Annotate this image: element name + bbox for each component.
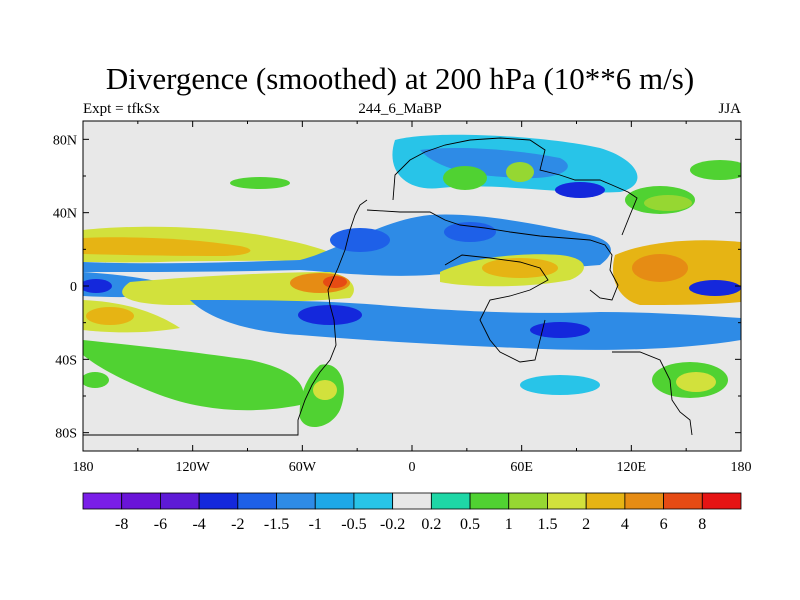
lat-tick-label: 80N xyxy=(53,133,77,148)
colorbar-swatch xyxy=(585,492,626,510)
colorbar-swatch xyxy=(430,492,471,510)
lon-tick-label: 180 xyxy=(731,460,752,475)
field-positive-amazon-core xyxy=(323,276,347,288)
field-positive-central-asia xyxy=(443,166,487,190)
colorbar-label: 0.2 xyxy=(421,516,441,533)
colorbar-swatch xyxy=(121,492,161,510)
colorbar-label: 6 xyxy=(660,516,668,533)
colorbar-label: -2 xyxy=(231,516,244,533)
lon-tick-label: 120W xyxy=(176,460,211,475)
colorbar-swatch xyxy=(663,492,703,510)
season-label: JJA xyxy=(718,101,741,117)
australia-outline xyxy=(612,351,693,436)
map-panel xyxy=(83,121,741,451)
colorbar-swatch xyxy=(353,492,394,510)
lon-tick-label: 60W xyxy=(289,460,317,475)
field-negative-dateline-core xyxy=(689,280,741,296)
field-positive-sh-midlat-pacific xyxy=(83,340,304,411)
field-positive-nh-pacific-east xyxy=(690,160,741,180)
colorbar-label: -0.5 xyxy=(341,516,366,533)
colorbar-swatch xyxy=(701,492,742,510)
field-positive-central-asia-2 xyxy=(506,162,534,182)
map-title: Divergence (smoothed) at 200 hPa (10**6 … xyxy=(105,61,695,96)
colorbar-label: -1.5 xyxy=(264,516,289,533)
colorbar-swatch xyxy=(624,492,664,510)
case-label: 244_6_MaBP xyxy=(358,101,442,117)
colorbar-swatch xyxy=(237,492,277,510)
colorbar-swatch xyxy=(314,492,355,510)
field-negative-indian-ocean-core xyxy=(530,322,590,338)
colorbar-label: 4 xyxy=(621,516,629,533)
field-negative-north-africa-core xyxy=(444,222,496,242)
field-positive-south-america-core xyxy=(313,380,337,400)
colorbar-swatch xyxy=(392,492,432,510)
colorbar-label: -6 xyxy=(154,516,167,533)
axis-ticks: 180 120W 60W 0 60E 120E 180 80N 40N 0 40S 80S xyxy=(53,121,752,475)
colorbar-swatch xyxy=(508,492,548,510)
colorbar-label: -0.2 xyxy=(380,516,405,533)
lat-tick-label: 40S xyxy=(55,353,77,368)
lat-tick-label: 0 xyxy=(70,280,77,295)
colorbar-label: 2 xyxy=(582,516,590,533)
americas-outline xyxy=(83,199,368,436)
colorbar-label: 0.5 xyxy=(460,516,480,533)
colorbar-swatch xyxy=(547,492,587,510)
colorbar-swatch xyxy=(198,492,239,510)
lat-tick-label: 80S xyxy=(55,427,77,442)
lon-tick-label: 120E xyxy=(617,460,647,475)
field-positive-nh-subtropics-core xyxy=(83,237,251,256)
colorbar-label: -8 xyxy=(115,516,128,533)
field-negative-east-asia-core xyxy=(555,182,605,198)
eurasia-north-outline xyxy=(392,137,638,236)
field-positive-sh-west xyxy=(83,372,109,388)
colorbar-swatch xyxy=(469,492,510,510)
field-negative-central-pacific-core xyxy=(83,279,112,293)
field-positive-nh-pacific xyxy=(230,177,290,189)
colorbar: -8 -6 -4 -2 -1.5 -1 -0.5 -0.2 0.2 0.5 1 1.5 2 4 6 8 xyxy=(82,492,742,533)
colorbar-swatch xyxy=(82,492,123,510)
field-positive-nw-pacific-core xyxy=(644,195,692,211)
field-negative-atlantic-core xyxy=(330,228,390,252)
colorbar-label: 8 xyxy=(698,516,706,533)
colorbar-swatch xyxy=(160,492,200,510)
colorbar-label: 1.5 xyxy=(537,516,557,533)
field-negative-sh-atlantic-core xyxy=(298,305,362,325)
colorbar-label: -4 xyxy=(192,516,205,533)
field-positive-warm-pool-core xyxy=(632,254,688,282)
colorbar-swatch xyxy=(276,492,316,510)
field-positive-sh-australia-core xyxy=(676,372,716,392)
africa-outline xyxy=(444,254,549,363)
field-positive-africa-core xyxy=(482,258,558,278)
lat-tick-label: 40N xyxy=(53,207,77,222)
field-positive-sh-pacific-core xyxy=(86,307,134,325)
lon-tick-label: 180 xyxy=(73,460,94,475)
field-negative-southern-ocean xyxy=(520,375,600,395)
eurasia-south-outline xyxy=(366,209,619,301)
colorbar-label: 1 xyxy=(505,516,513,533)
continent-outlines xyxy=(83,137,693,436)
divergence-field xyxy=(83,134,741,428)
lon-tick-label: 60E xyxy=(510,460,533,475)
experiment-label: Expt = tfkSx xyxy=(83,101,160,117)
lon-tick-label: 0 xyxy=(409,460,416,475)
colorbar-label: -1 xyxy=(309,516,322,533)
